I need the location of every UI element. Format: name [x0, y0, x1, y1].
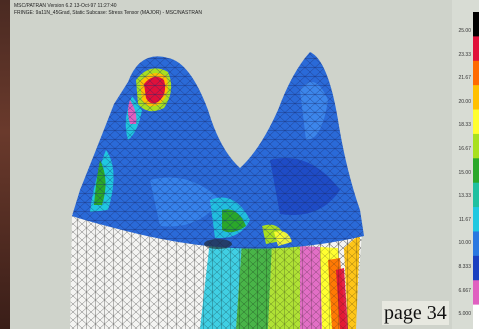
legend-value-label: 18.33 — [458, 122, 471, 128]
legend-color-bar — [473, 12, 479, 329]
legend-swatch — [473, 183, 479, 208]
tooth-crown — [72, 52, 364, 249]
legend-value-label: 23.33 — [458, 52, 471, 58]
stress-legend: 25.00 23.33 21.67 20.00 18.33 16.67 15.00 13.33… — [452, 0, 479, 329]
legend-value-label: 13.33 — [458, 193, 471, 199]
photo-frame-edge — [0, 0, 10, 329]
legend-swatch — [473, 61, 479, 86]
page-number-label: page 34 — [382, 301, 449, 325]
legend-value-label: 25.00 — [458, 28, 471, 34]
legend-swatch — [473, 134, 479, 159]
legend-value-label: 21.67 — [458, 75, 471, 81]
legend-swatch — [473, 207, 479, 232]
tooth-stress-model — [10, 0, 452, 329]
legend-value-label: 15.00 — [458, 170, 471, 176]
legend-value-label: 11.67 — [459, 217, 471, 223]
legend-value-label: 5.000 — [458, 311, 471, 317]
legend-swatch — [473, 231, 479, 256]
legend-swatch — [473, 85, 479, 110]
fem-viewport[interactable]: MSC/PATRAN Version 6.2 13-Oct-97 11:27:4… — [10, 0, 452, 329]
legend-swatch — [473, 305, 479, 329]
legend-swatch — [473, 110, 479, 135]
legend-swatch — [473, 12, 479, 37]
legend-swatch — [473, 36, 479, 61]
legend-value-label: 20.00 — [458, 99, 471, 105]
legend-swatch — [473, 280, 479, 305]
legend-swatch — [473, 158, 479, 183]
legend-value-label: 6.667 — [458, 288, 471, 294]
legend-swatch — [473, 256, 479, 281]
legend-value-label: 8.333 — [458, 264, 471, 270]
legend-value-label: 10.00 — [458, 240, 471, 246]
legend-value-label: 16.67 — [458, 146, 471, 152]
